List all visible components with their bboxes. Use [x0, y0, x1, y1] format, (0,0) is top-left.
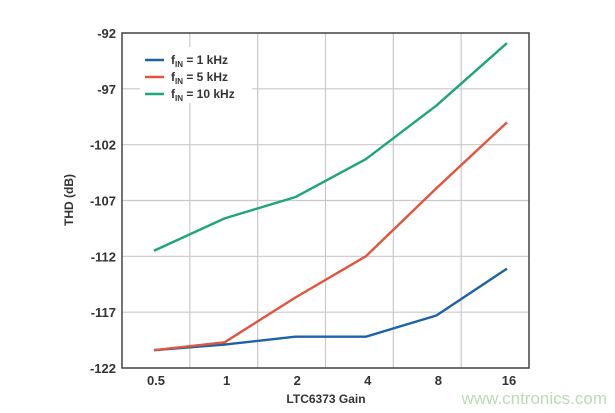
legend-label: fIN = 1 kHz — [171, 53, 228, 69]
y-tick-label: -112 — [91, 249, 116, 264]
legend-label: fIN = 5 kHz — [171, 70, 228, 86]
watermark: www.cntronics.com — [461, 389, 607, 408]
x-tick-label: 8 — [435, 373, 442, 388]
y-tick-label: -117 — [91, 305, 116, 320]
x-tick-label: 16 — [502, 373, 516, 388]
series-line-0 — [153, 267, 508, 352]
y-tick-label: -107 — [90, 194, 116, 209]
x-axis-label: LTC6373 Gain — [286, 392, 365, 406]
series-line-2 — [153, 42, 508, 252]
x-tick-label: 0.5 — [147, 373, 165, 388]
legend-label: fIN = 10 kHz — [171, 87, 235, 103]
series-line-1 — [153, 121, 508, 352]
x-tick-label: 1 — [223, 373, 230, 388]
x-tick-label: 2 — [294, 373, 301, 388]
y-tick-label: -97 — [97, 82, 116, 97]
plot-frame — [121, 32, 530, 369]
y-tick-label: -102 — [90, 138, 116, 153]
y-tick-label: -92 — [97, 26, 116, 41]
x-tick-label: 4 — [364, 373, 372, 388]
y-axis-label: THD (dB) — [62, 174, 76, 226]
y-tick-label: -122 — [90, 361, 116, 376]
